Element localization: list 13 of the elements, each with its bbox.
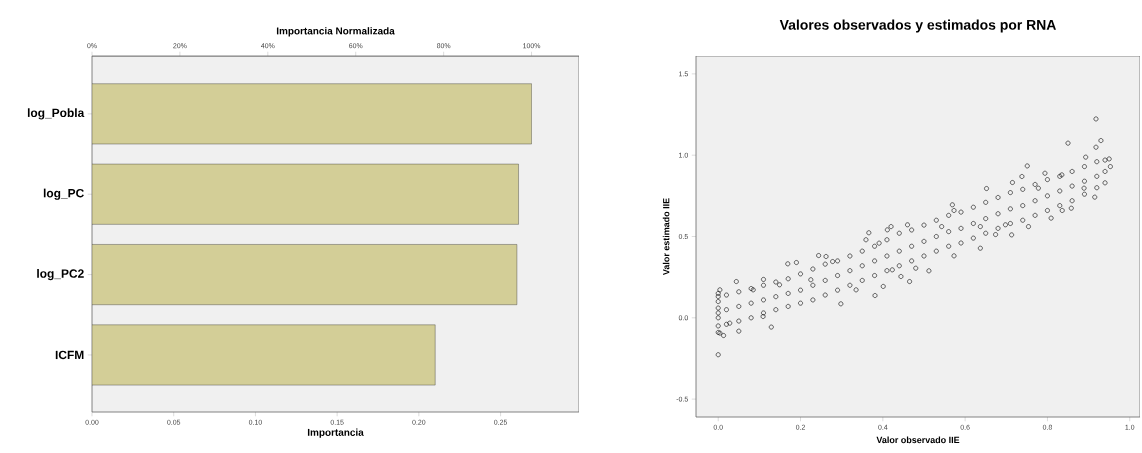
y-tick-label: log_PC bbox=[43, 188, 84, 200]
x-axis-title: Importancia bbox=[307, 428, 364, 438]
bar bbox=[92, 163, 519, 225]
y-tick-label: log_Pobla bbox=[27, 108, 85, 120]
y-axis-title: Valor estimado IIE bbox=[662, 198, 670, 276]
chart-title: Valores observados y estimados por RNA bbox=[779, 19, 1056, 33]
y-tick-label: log_PC2 bbox=[37, 268, 84, 281]
bar bbox=[92, 324, 436, 386]
y-tick-label: ICFM bbox=[55, 350, 84, 360]
bar bbox=[92, 244, 518, 305]
bar bbox=[92, 83, 532, 145]
x-axis-title: Valor observado IIE bbox=[876, 436, 960, 444]
x2-axis-title: Importancia Normalizada bbox=[276, 27, 395, 37]
